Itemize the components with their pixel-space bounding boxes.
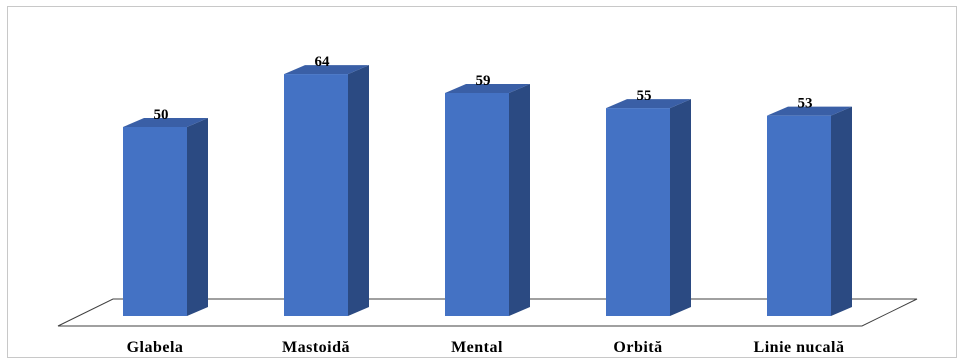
data-label-linie-nucală: 53 [798, 96, 813, 112]
bar-linie-nucală [767, 106, 852, 316]
bar-side-mastoidă [348, 65, 369, 316]
category-labels: Glabela Mastoidă Mental Orbită Linie nucală [127, 339, 845, 356]
bar-mental [445, 83, 530, 316]
bar-top-mastoidă [284, 65, 369, 75]
data-label-mastoidă: 64 [315, 54, 331, 70]
bar-side-mental [509, 83, 530, 316]
bar-top-glabela [123, 118, 208, 127]
bar-top-mental [445, 83, 530, 93]
bar-front-orbită [606, 108, 670, 316]
data-label-glabela: 50 [154, 107, 169, 123]
category-label-mastoidă: Mastoidă [282, 339, 350, 356]
category-label-orbită: Orbită [613, 339, 662, 356]
bar-front-glabela [123, 127, 187, 316]
bar-glabela [123, 118, 208, 316]
category-label-glabela: Glabela [127, 339, 184, 356]
bar-side-orbită [670, 99, 691, 316]
bar-mastoidă [284, 65, 369, 316]
data-label-mental: 59 [476, 73, 491, 89]
bar-front-linie-nucală [767, 115, 831, 316]
bar-orbită [606, 99, 691, 316]
category-label-linie-nucală: Linie nucală [754, 339, 845, 356]
data-label-orbită: 55 [637, 88, 652, 104]
bar-side-linie-nucală [831, 106, 852, 316]
data-labels: 50 64 59 55 53 [154, 54, 813, 123]
bar-series [123, 65, 852, 316]
bar-side-glabela [187, 118, 208, 316]
bar-front-mental [445, 92, 509, 316]
bar-front-mastoidă [284, 74, 348, 316]
category-label-mental: Mental [451, 339, 503, 356]
bar-top-orbită [606, 99, 691, 109]
bar-top-linie-nucală [767, 106, 852, 116]
